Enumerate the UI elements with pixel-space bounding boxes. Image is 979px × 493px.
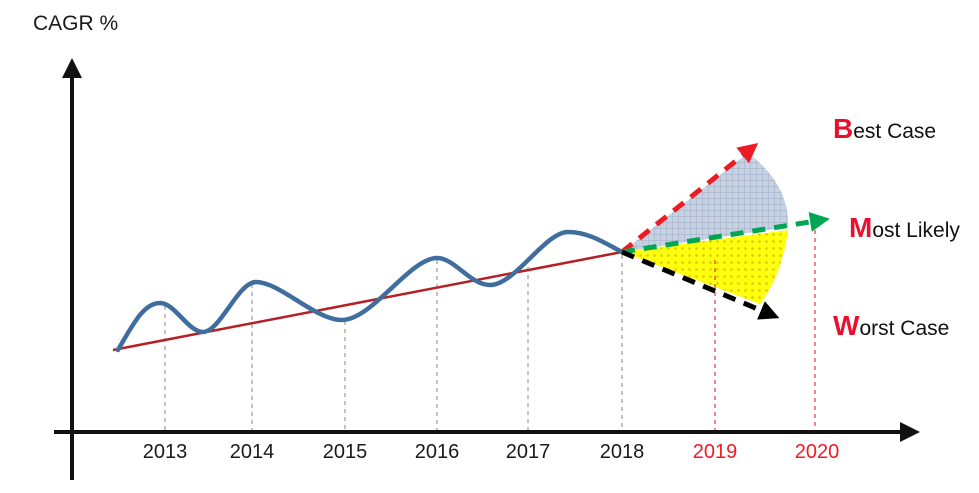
x-tick-2018: 2018 bbox=[599, 441, 645, 463]
worst-case-rest: orst Case bbox=[859, 317, 950, 340]
x-tick-2014: 2014 bbox=[229, 441, 275, 463]
best-case-rest: est Case bbox=[853, 120, 937, 143]
x-tick-2015: 2015 bbox=[322, 441, 368, 463]
most-likely-label: Most Likely bbox=[849, 212, 960, 244]
most-likely-arrow bbox=[621, 212, 830, 255]
x-tick-2016: 2016 bbox=[414, 441, 460, 463]
most-likely-initial: M bbox=[849, 212, 873, 243]
most-likely-rest: ost Likely bbox=[872, 219, 960, 242]
x-tick-2013: 2013 bbox=[142, 441, 188, 463]
actual-cagr-curve bbox=[115, 229, 625, 353]
worst-case-initial: W bbox=[833, 310, 860, 341]
best-case-band bbox=[622, 153, 789, 252]
y-axis-title: CAGR % bbox=[33, 12, 119, 35]
x-tick-2019: 2019 bbox=[692, 441, 738, 463]
worst-case-arrow bbox=[621, 249, 780, 320]
best-case-initial: B bbox=[833, 113, 854, 144]
best-case-label: Best Case bbox=[833, 113, 936, 145]
worst-case-band bbox=[622, 230, 788, 304]
historical-droplines bbox=[164, 255, 623, 430]
worst-case-label: Worst Case bbox=[833, 310, 949, 342]
forecast-droplines bbox=[714, 222, 816, 430]
best-case-arrow bbox=[620, 143, 759, 254]
trend-line bbox=[112, 250, 623, 352]
x-tick-2020: 2020 bbox=[794, 441, 840, 463]
x-tick-2017: 2017 bbox=[505, 441, 551, 463]
